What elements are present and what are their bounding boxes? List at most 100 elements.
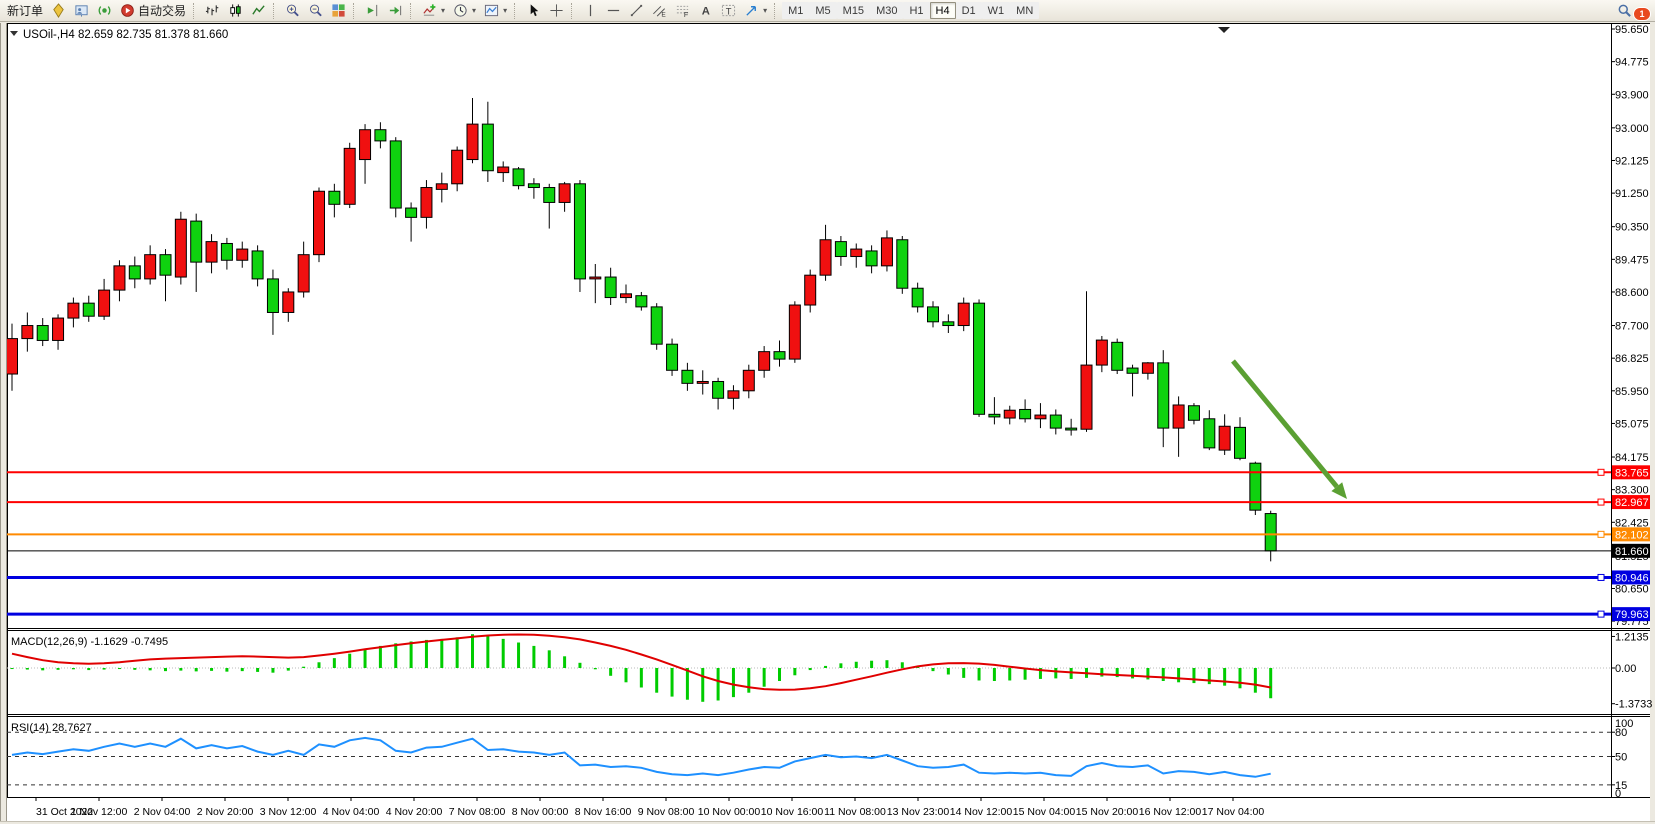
chevron-down-icon: ▾: [441, 6, 446, 15]
horizontal-line-button[interactable]: [602, 1, 625, 21]
price-badge: [1612, 570, 1650, 585]
candlestick-chart-button[interactable]: [224, 1, 247, 21]
chart-title: USOil-,H4 82.659 82.735 81.378 81.660: [10, 29, 228, 41]
cursor-button[interactable]: [522, 1, 545, 21]
autotrade-button[interactable]: 自动交易: [116, 1, 190, 21]
price-badge: [1612, 495, 1650, 510]
price-badge: [1612, 465, 1650, 480]
timeframe-m15-button[interactable]: M15: [836, 2, 871, 19]
cursor-icon: [530, 4, 539, 17]
svg-text:83.300: 83.300: [1615, 485, 1649, 497]
tile-windows-button[interactable]: [327, 1, 350, 21]
chart-profile-button[interactable]: [70, 1, 93, 21]
pane-frames: [7, 23, 1650, 798]
svg-text:15 Nov 20:00: 15 Nov 20:00: [1076, 806, 1139, 818]
svg-text:80.650: 80.650: [1615, 584, 1649, 596]
toolbar-separator: [514, 2, 519, 19]
vertical-line-button[interactable]: [579, 1, 602, 21]
toolbar-separator: [410, 2, 415, 19]
channel-button[interactable]: E: [648, 1, 671, 21]
svg-text:31 Oct 2022: 31 Oct 2022: [36, 806, 93, 818]
svg-text:2 Nov 04:00: 2 Nov 04:00: [134, 806, 191, 818]
new-order-button[interactable]: 新订单: [3, 1, 47, 21]
timeframe-w1-button[interactable]: W1: [981, 2, 1011, 19]
horizontal-lines[interactable]: 83.765 82.967 82.102 81.660 80.946 79.963: [7, 465, 1650, 622]
search-button[interactable]: [1613, 1, 1636, 21]
svg-text:81.660: 81.660: [1615, 546, 1649, 558]
fibonacci-icon: F: [676, 5, 688, 18]
tile-windows-icon: [332, 4, 345, 17]
vline-icon: [589, 4, 592, 17]
timeframe-mn-button[interactable]: MN: [1010, 2, 1040, 19]
trend-arrow[interactable]: [1231, 359, 1347, 499]
candlestick-chart-icon: [230, 4, 241, 17]
text-button[interactable]: A: [694, 1, 717, 21]
toolbar-separator: [774, 2, 779, 19]
svg-text:4 Nov 20:00: 4 Nov 20:00: [386, 806, 443, 818]
rsi-label: RSI(14) 28.7627: [11, 722, 92, 734]
chart-canvas[interactable]: 95.650 94.775 93.900 93.000 92.125 91.250 90.3…: [0, 22, 1655, 824]
trendline-button[interactable]: [625, 1, 648, 21]
text-label-button[interactable]: T: [717, 1, 740, 21]
fibonacci-button[interactable]: F: [671, 1, 694, 21]
svg-text:84.175: 84.175: [1615, 452, 1649, 464]
shapes-icon: [746, 6, 757, 16]
timeframe-m5-button[interactable]: M5: [809, 2, 837, 19]
line-handle: [1597, 610, 1605, 618]
svg-text:15: 15: [1615, 780, 1627, 792]
svg-text:80: 80: [1615, 727, 1627, 739]
crosshair-button[interactable]: [545, 1, 568, 21]
line-handle: [1597, 468, 1605, 476]
bar-chart-button[interactable]: [201, 1, 224, 21]
hline-icon: [607, 9, 620, 12]
templates-button[interactable]: ▾: [480, 1, 511, 21]
textlabel-icon: T: [722, 4, 736, 16]
crosshair-icon: [550, 4, 563, 17]
profile-icon: [75, 5, 88, 17]
auto-scroll-button[interactable]: [384, 1, 407, 21]
timeframe-h4-button[interactable]: H4: [929, 2, 956, 19]
svg-text:15 Nov 04:00: 15 Nov 04:00: [1013, 806, 1076, 818]
timeframe-m30-button[interactable]: M30: [870, 2, 904, 19]
svg-text:7 Nov 08:00: 7 Nov 08:00: [449, 806, 506, 818]
zoom-out-button[interactable]: [304, 1, 327, 21]
timeframe-d1-button[interactable]: D1: [955, 2, 982, 19]
symbol-dropdown-icon[interactable]: [10, 31, 18, 36]
chart-shift-marker[interactable]: [1218, 27, 1230, 33]
shapes-button[interactable]: ▾: [740, 1, 771, 21]
svg-text:13 Nov 23:00: 13 Nov 23:00: [887, 806, 950, 818]
timeframe-h1-button[interactable]: H1: [903, 2, 930, 19]
candles-layer: [6, 98, 1277, 562]
svg-text:80.946: 80.946: [1615, 572, 1649, 584]
svg-text:17 Nov 04:00: 17 Nov 04:00: [1202, 806, 1265, 818]
signal-button[interactable]: [93, 1, 116, 21]
autotrade-icon: [121, 4, 134, 17]
svg-text:A: A: [702, 6, 710, 18]
svg-text:16 Nov 12:00: 16 Nov 12:00: [1139, 806, 1202, 818]
toolbar-separator: [273, 2, 278, 19]
svg-text:100: 100: [1615, 718, 1633, 730]
line-chart-button[interactable]: [247, 1, 270, 21]
svg-text:2 Nov 20:00: 2 Nov 20:00: [197, 806, 254, 818]
svg-text:14 Nov 12:00: 14 Nov 12:00: [950, 806, 1013, 818]
diamond-button[interactable]: [47, 1, 70, 21]
indicators-button[interactable]: ▾: [418, 1, 449, 21]
svg-text:85.075: 85.075: [1615, 418, 1649, 430]
svg-text:95.650: 95.650: [1615, 24, 1649, 36]
svg-text:8 Nov 16:00: 8 Nov 16:00: [575, 806, 632, 818]
zoom-in-button[interactable]: [281, 1, 304, 21]
chart-shift-button[interactable]: [361, 1, 384, 21]
autotrade-button-label: 自动交易: [138, 4, 187, 18]
line-handle: [1597, 573, 1605, 581]
svg-text:8 Nov 00:00: 8 Nov 00:00: [512, 806, 569, 818]
diamond-icon: [53, 3, 64, 18]
svg-text:0.00: 0.00: [1615, 663, 1636, 675]
chevron-down-icon: ▾: [472, 6, 477, 15]
periods-button[interactable]: ▾: [449, 1, 480, 21]
new-order-button-label: 新订单: [7, 4, 44, 18]
price-badge: [1612, 607, 1650, 622]
timeframe-m1-button[interactable]: M1: [782, 2, 810, 19]
rsi-pane: 80 50 15 100 0 RSI(14) 28.7627: [7, 718, 1633, 800]
indicators-icon: [423, 4, 436, 16]
